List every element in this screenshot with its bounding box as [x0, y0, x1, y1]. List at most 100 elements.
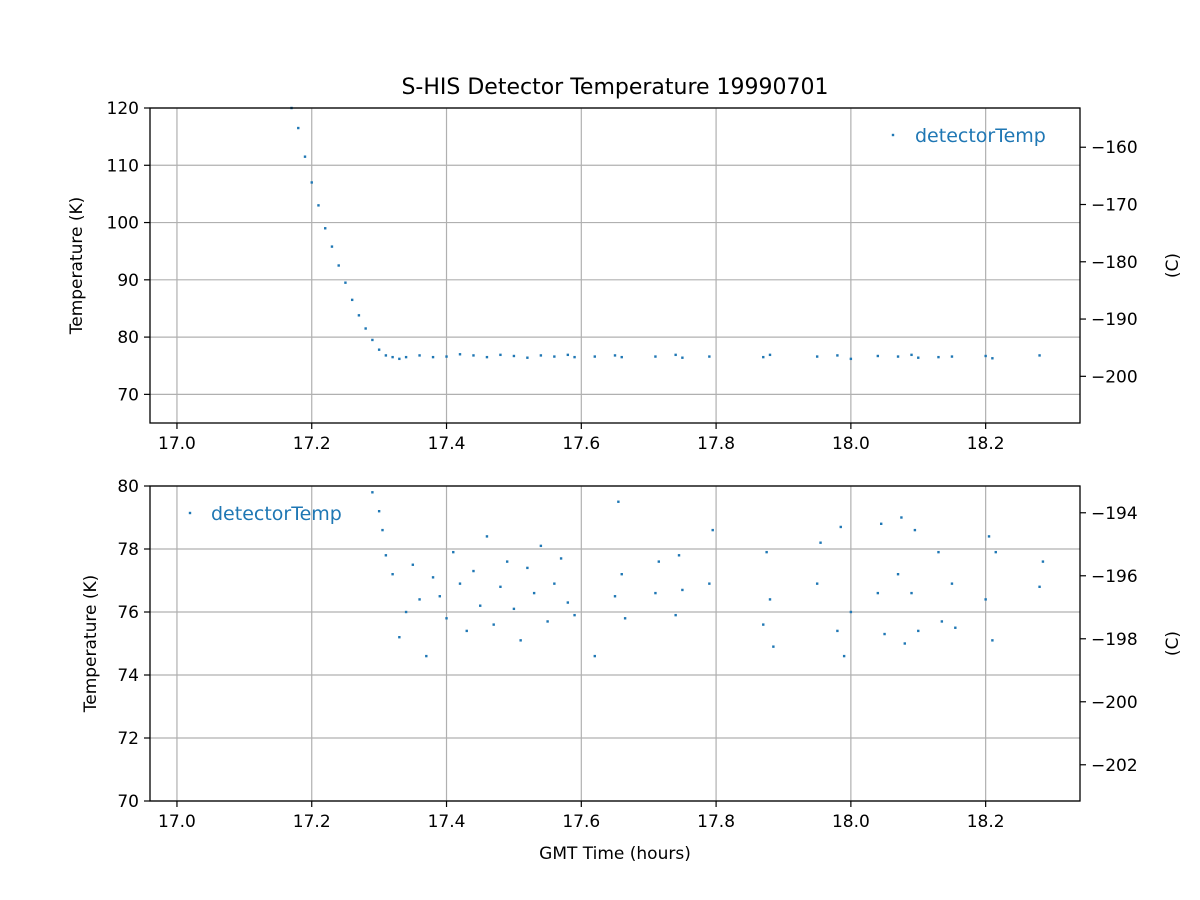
data-point — [620, 355, 623, 359]
right-y-tick-label: −170 — [1091, 196, 1138, 216]
x-tick-label: 18.0 — [832, 812, 870, 832]
right-y-tick-label: −200 — [1091, 367, 1138, 387]
x-tick-label: 17.2 — [293, 812, 331, 832]
data-point — [654, 355, 657, 358]
data-point — [384, 554, 388, 557]
plot-frame — [149, 107, 1081, 424]
data-point — [445, 617, 448, 620]
data-point — [371, 338, 374, 342]
x-tick-label: 18.0 — [832, 434, 870, 454]
right-y-tick-label: −200 — [1091, 693, 1138, 713]
data-point — [418, 354, 421, 357]
data-point — [391, 573, 394, 576]
data-point — [937, 550, 940, 554]
right-y-tick-label: −202 — [1091, 756, 1138, 776]
data-point — [458, 582, 462, 585]
data-point — [839, 525, 842, 529]
data-point — [913, 528, 917, 532]
data-point — [553, 355, 556, 358]
data-point — [384, 354, 388, 357]
data-point — [452, 550, 455, 554]
x-tick-label: 18.2 — [967, 812, 1005, 832]
data-point — [984, 354, 987, 358]
legend-label: detectorTemp — [915, 125, 1046, 147]
data-point — [566, 601, 570, 604]
data-point — [849, 610, 853, 614]
data-point — [398, 357, 401, 361]
right-y-tick-label: −194 — [1091, 504, 1138, 524]
data-point — [876, 354, 880, 358]
data-point — [654, 591, 657, 595]
data-point — [519, 639, 522, 642]
data-point — [499, 585, 502, 588]
data-point — [593, 355, 596, 358]
data-point — [512, 607, 516, 611]
data-point — [324, 227, 327, 230]
x-tick-label: 17.4 — [428, 812, 466, 832]
data-point — [623, 617, 627, 620]
data-point — [377, 348, 381, 351]
data-point — [337, 264, 340, 267]
data-point — [917, 629, 920, 633]
y-tick-label: 110 — [107, 156, 139, 176]
data-point — [330, 245, 334, 248]
data-point — [593, 654, 596, 658]
data-point — [836, 354, 839, 357]
data-point — [364, 327, 367, 330]
data-point — [937, 355, 940, 359]
data-point — [391, 355, 394, 359]
data-point — [768, 598, 772, 601]
data-point — [674, 613, 677, 617]
data-point — [553, 582, 556, 585]
data-point — [546, 620, 549, 623]
data-point — [903, 642, 906, 645]
y-axis-label: Temperature (K) — [67, 197, 87, 336]
data-point — [357, 314, 361, 317]
right-y-axis-label: (C) — [1163, 253, 1183, 278]
right-y-tick-label: −198 — [1091, 630, 1138, 650]
data-point — [617, 500, 620, 503]
data-point — [297, 126, 300, 130]
data-point — [458, 353, 462, 356]
data-point — [708, 355, 711, 358]
data-point — [815, 355, 819, 358]
data-point — [526, 566, 529, 570]
data-point — [883, 632, 886, 636]
data-point — [994, 550, 997, 554]
legend-marker — [891, 133, 895, 137]
data-point — [987, 535, 991, 538]
data-point — [431, 355, 435, 359]
data-point — [303, 155, 307, 158]
legend-label: detectorTemp — [211, 503, 342, 525]
x-tick-label: 17.0 — [158, 812, 196, 832]
y-tick-label: 80 — [117, 328, 139, 348]
y-tick-label: 78 — [117, 540, 139, 560]
x-tick-label: 17.8 — [697, 434, 735, 454]
y-tick-label: 76 — [117, 603, 139, 623]
data-point — [910, 353, 913, 357]
right-y-tick-label: −180 — [1091, 253, 1138, 273]
data-point — [896, 573, 900, 576]
data-point — [849, 357, 853, 361]
data-point — [681, 356, 684, 359]
data-point — [836, 629, 839, 633]
data-point — [472, 569, 475, 573]
data-point — [317, 204, 320, 207]
data-point — [404, 610, 408, 614]
data-point — [819, 541, 822, 544]
y-tick-label: 70 — [117, 385, 139, 405]
data-point — [711, 528, 714, 532]
data-point — [896, 355, 900, 358]
data-point — [532, 591, 536, 595]
y-tick-label: 74 — [117, 666, 139, 686]
data-point — [559, 557, 563, 560]
right-y-tick-label: −190 — [1091, 310, 1138, 330]
data-point — [657, 560, 661, 563]
y-tick-label: 80 — [117, 477, 139, 497]
data-point — [566, 353, 570, 357]
data-point — [445, 355, 448, 358]
right-y-axis-label: (C) — [1163, 631, 1183, 656]
data-point — [677, 554, 681, 557]
y-tick-label: 70 — [117, 792, 139, 812]
